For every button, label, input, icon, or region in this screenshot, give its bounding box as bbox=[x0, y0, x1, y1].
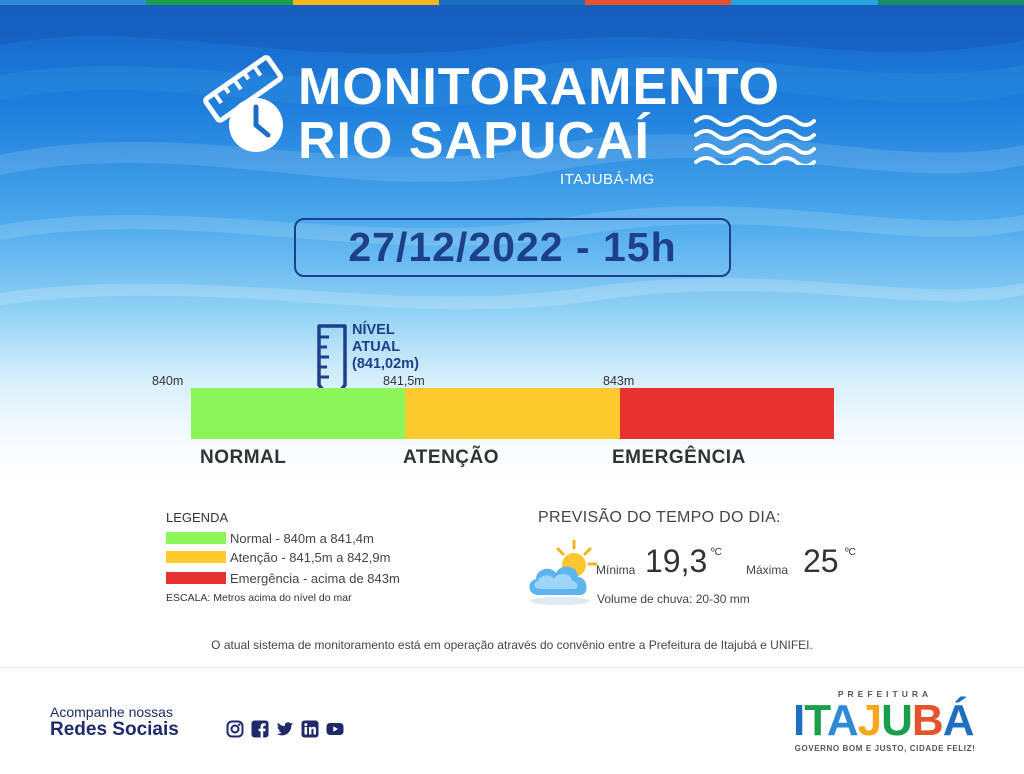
logo-letter: B bbox=[911, 696, 944, 745]
stripe-segment bbox=[292, 0, 439, 5]
zone-normal-label: NORMAL bbox=[200, 447, 287, 468]
level-segment-emergencia bbox=[620, 388, 834, 439]
social-icons bbox=[226, 720, 344, 738]
min-temp-label: Mínima bbox=[596, 563, 636, 577]
logo-letter: A bbox=[826, 696, 859, 745]
forecast-title: PREVISÃO DO TEMPO DO DIA: bbox=[538, 509, 781, 526]
rain-volume: Volume de chuva: 20-30 mm bbox=[597, 592, 750, 606]
stripe-segment bbox=[438, 0, 586, 5]
itajuba-logo: ITAJUBÁ bbox=[793, 696, 975, 745]
current-level-line1: NÍVEL bbox=[352, 322, 395, 338]
youtube-icon[interactable] bbox=[326, 720, 344, 738]
decorative-waves bbox=[0, 5, 1024, 310]
max-temp-label: Máxima bbox=[746, 563, 789, 577]
logo-letter: T bbox=[804, 696, 828, 745]
logo-letter: Á bbox=[942, 696, 975, 745]
title-line-2: RIO SAPUCAÍ bbox=[298, 112, 650, 170]
level-segment-normal bbox=[191, 388, 405, 439]
stripe-segment bbox=[0, 0, 147, 5]
legend-swatch bbox=[166, 532, 226, 544]
river-level-bar bbox=[191, 388, 834, 439]
partly-cloudy-icon bbox=[529, 539, 598, 605]
ruler-clock-icon bbox=[203, 55, 284, 152]
stripe-segment bbox=[877, 0, 1024, 5]
facebook-icon[interactable] bbox=[251, 720, 269, 738]
max-temp-value: 25 bbox=[803, 543, 839, 579]
water-waves-icon bbox=[694, 115, 816, 165]
legend-item-normal: Normal - 840m a 841,4m bbox=[166, 530, 374, 546]
twitter-icon[interactable] bbox=[276, 720, 294, 738]
zone-emergencia-label: EMERGÊNCIA bbox=[612, 447, 746, 468]
partnership-note: O atual sistema de monitoramento está em… bbox=[211, 638, 813, 652]
social-caption: Acompanhe nossas bbox=[50, 704, 173, 720]
logo-letter: U bbox=[881, 696, 913, 745]
legend-item-atencao: Atenção - 841,5m a 842,9m bbox=[166, 549, 390, 565]
legend-text: Normal - 840m a 841,4m bbox=[230, 530, 374, 546]
stripe-segment bbox=[585, 0, 732, 5]
legend-item-emergencia: Emergência - acima de 843m bbox=[166, 570, 400, 586]
current-level-value: (841,02m) bbox=[352, 356, 419, 372]
scale-note: ESCALA: Metros acima do nível do mar bbox=[166, 592, 352, 604]
legend-text: Emergência - acima de 843m bbox=[230, 570, 400, 586]
current-level-line2: ATUAL bbox=[352, 339, 401, 355]
logo-letter: J bbox=[857, 696, 883, 745]
title-line-1: MONITORAMENTO bbox=[298, 58, 780, 116]
hero-background: MONITORAMENTO RIO SAPUCAÍ ITAJUBÁ-MG 27/… bbox=[0, 5, 1024, 667]
tick-843: 843m bbox=[603, 374, 635, 388]
stripe-segment bbox=[731, 0, 878, 5]
logo-tagline: GOVERNO BOM E JUSTO, CIDADE FELIZ! bbox=[794, 744, 976, 753]
logo-letter: I bbox=[793, 696, 805, 745]
max-temp-unit: ºC bbox=[845, 547, 856, 558]
top-color-stripe bbox=[0, 0, 1024, 5]
legend-title: LEGENDA bbox=[166, 510, 229, 525]
social-heading: Redes Sociais bbox=[50, 719, 179, 740]
legend-text: Atenção - 841,5m a 842,9m bbox=[230, 549, 391, 565]
footer: Acompanhe nossas Redes Sociais PREFEITUR… bbox=[0, 667, 1024, 774]
stripe-segment bbox=[146, 0, 293, 5]
current-level-label: NÍVEL ATUAL (841,02m) bbox=[352, 322, 419, 373]
subtitle-city: ITAJUBÁ-MG bbox=[560, 171, 655, 188]
instagram-icon[interactable] bbox=[226, 720, 244, 738]
tick-840: 840m bbox=[152, 374, 184, 388]
legend-swatch bbox=[166, 551, 226, 563]
legend-swatch bbox=[166, 572, 226, 584]
min-temp-unit: ºC bbox=[711, 547, 722, 558]
level-segment-atencao bbox=[405, 388, 620, 439]
date-time-badge: 27/12/2022 - 15h bbox=[294, 218, 731, 277]
min-temp-value: 19,3 bbox=[645, 543, 708, 579]
tick-841-5: 841,5m bbox=[383, 374, 425, 388]
zone-atencao-label: ATENÇÃO bbox=[403, 447, 500, 468]
linkedin-icon[interactable] bbox=[301, 720, 319, 738]
logo-prefeitura-text: PREFEITURA bbox=[837, 689, 933, 699]
